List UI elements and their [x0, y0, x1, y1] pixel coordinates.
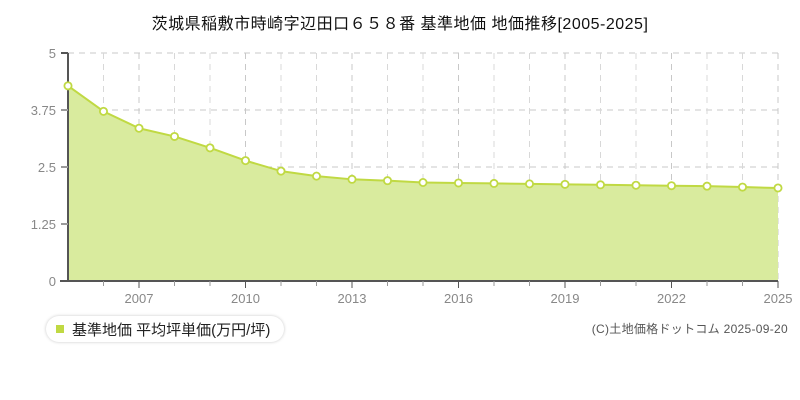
legend-label: 基準地価 平均坪単価(万円/坪): [72, 321, 271, 339]
x-axis-tick-label: 2019: [551, 291, 580, 306]
credit-text: (C)土地価格ドットコム 2025-09-20: [591, 322, 788, 336]
y-axis-tick-label: 2.5: [38, 160, 56, 175]
x-axis-tick-label: 2022: [657, 291, 686, 306]
x-axis-tick-label: 2016: [444, 291, 473, 306]
x-axis-tick-label: 2025: [764, 291, 793, 306]
legend-swatch-icon: [56, 325, 64, 333]
chart-title: 茨城県稲敷市時崎字辺田口６５８番 基準地価 地価推移[2005-2025]: [151, 16, 649, 33]
y-axis-tick-label: 1.25: [31, 217, 56, 232]
x-axis-tick-label: 2007: [125, 291, 154, 306]
y-axis-labels: 0 1.25 2.5 3.75 5: [31, 46, 56, 289]
y-axis-tick-label: 3.75: [31, 103, 56, 118]
axis-ticks: [61, 52, 779, 288]
chart-legend: 基準地価 平均坪単価(万円/坪): [46, 316, 285, 342]
x-axis-tick-label: 2010: [231, 291, 260, 306]
x-axis-tick-label: 2013: [338, 291, 367, 306]
y-axis-tick-label: 5: [49, 46, 56, 61]
series-markers: [63, 81, 783, 193]
x-axis-labels: 2007 2010 2013 2016 2019 2022 2025: [125, 291, 793, 306]
y-axis-tick-label: 0: [49, 274, 56, 289]
